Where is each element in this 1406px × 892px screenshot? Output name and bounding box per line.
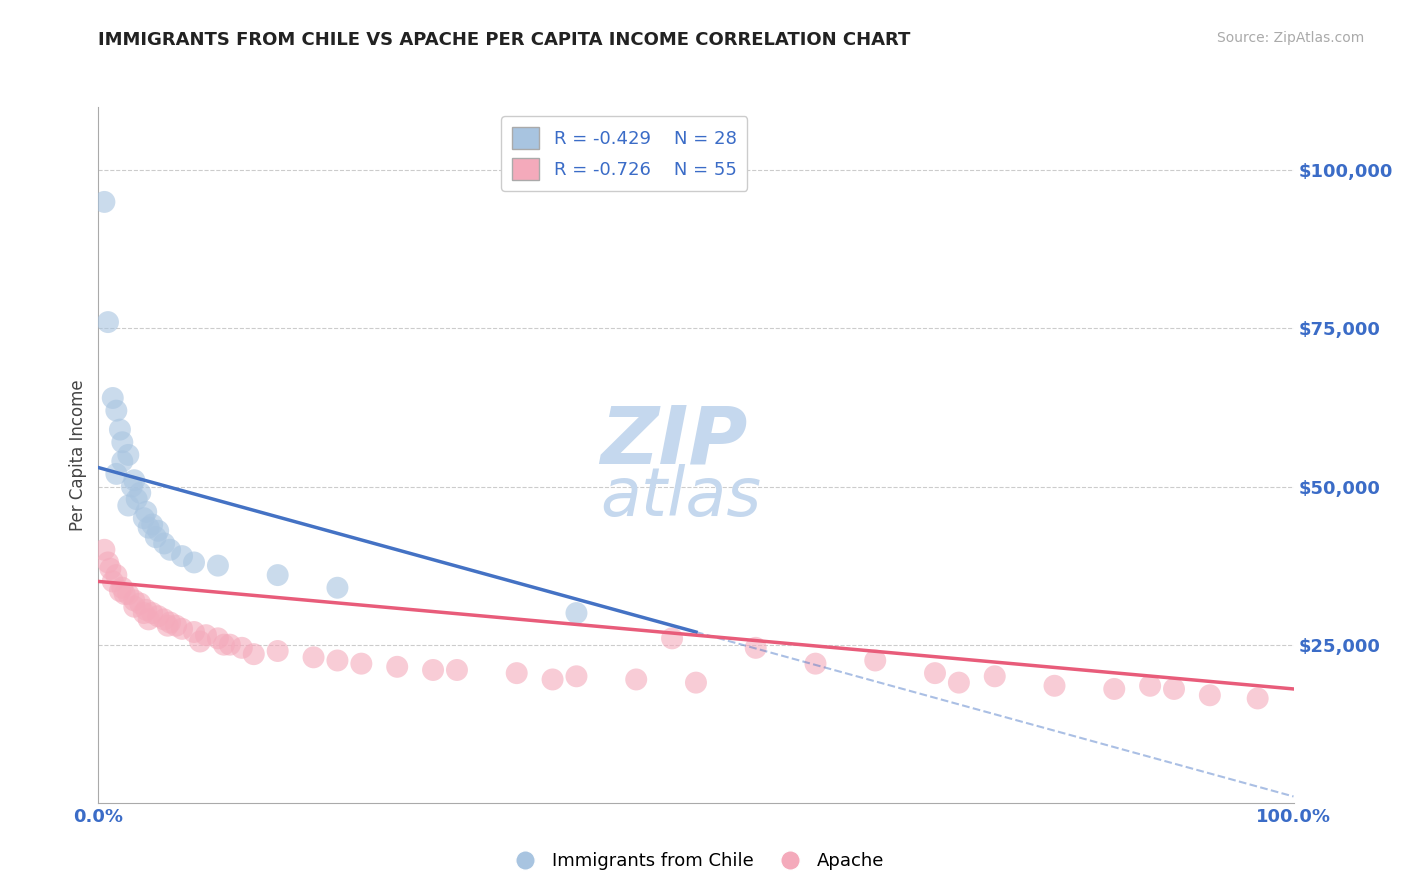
Point xyxy=(129,486,152,500)
Point xyxy=(145,530,167,544)
Point xyxy=(212,638,235,652)
Point xyxy=(302,650,325,665)
Point xyxy=(125,492,148,507)
Point xyxy=(105,467,128,481)
Point xyxy=(326,581,349,595)
Point xyxy=(129,597,152,611)
Point xyxy=(124,599,146,614)
Point xyxy=(153,536,176,550)
Point xyxy=(117,448,139,462)
Point xyxy=(132,511,155,525)
Text: IMMIGRANTS FROM CHILE VS APACHE PER CAPITA INCOME CORRELATION CHART: IMMIGRANTS FROM CHILE VS APACHE PER CAPI… xyxy=(98,31,911,49)
Text: atlas: atlas xyxy=(600,464,762,530)
Point xyxy=(111,435,134,450)
Point xyxy=(101,574,124,589)
Point xyxy=(105,568,128,582)
Point xyxy=(183,556,205,570)
Point xyxy=(188,634,211,648)
Point xyxy=(219,638,242,652)
Point xyxy=(541,673,564,687)
Point xyxy=(138,521,160,535)
Point xyxy=(624,673,647,687)
Point xyxy=(863,653,886,667)
Point xyxy=(105,403,128,417)
Point xyxy=(172,549,194,563)
Point xyxy=(124,473,146,487)
Point xyxy=(114,587,136,601)
Point xyxy=(194,628,217,642)
Point xyxy=(326,653,349,667)
Point xyxy=(165,618,187,632)
Point xyxy=(446,663,468,677)
Point xyxy=(267,568,290,582)
Point xyxy=(97,315,120,329)
Point xyxy=(141,606,163,620)
Point xyxy=(98,562,122,576)
Point xyxy=(148,609,170,624)
Point xyxy=(93,194,115,209)
Point xyxy=(138,612,160,626)
Text: Source: ZipAtlas.com: Source: ZipAtlas.com xyxy=(1216,31,1364,45)
Point xyxy=(121,479,143,493)
Point xyxy=(924,666,946,681)
Point xyxy=(948,675,970,690)
Point xyxy=(661,632,683,646)
Point xyxy=(135,505,157,519)
Point xyxy=(267,644,290,658)
Point xyxy=(156,618,179,632)
Point xyxy=(983,669,1005,683)
Point xyxy=(1139,679,1161,693)
Point xyxy=(1246,691,1268,706)
Point xyxy=(1198,688,1220,702)
Point xyxy=(101,391,124,405)
Point xyxy=(183,625,205,640)
Point xyxy=(117,499,139,513)
Point xyxy=(135,603,157,617)
Point xyxy=(565,669,588,683)
Point xyxy=(132,606,155,620)
Point xyxy=(111,581,134,595)
Point xyxy=(804,657,827,671)
Point xyxy=(207,558,229,573)
Point xyxy=(159,615,181,630)
Point xyxy=(385,660,409,674)
Point xyxy=(117,587,139,601)
Point xyxy=(108,583,131,598)
Point xyxy=(565,606,588,620)
Point xyxy=(159,542,181,557)
Point xyxy=(1163,681,1185,696)
Point xyxy=(207,632,229,646)
Point xyxy=(153,612,176,626)
Point xyxy=(231,640,253,655)
Point xyxy=(97,556,120,570)
Point xyxy=(506,666,529,681)
Point xyxy=(685,675,707,690)
Point xyxy=(93,542,115,557)
Point xyxy=(1102,681,1125,696)
Text: ZIP: ZIP xyxy=(600,402,748,480)
Point xyxy=(108,423,131,437)
Point xyxy=(172,622,194,636)
Legend: Immigrants from Chile, Apache: Immigrants from Chile, Apache xyxy=(501,845,891,877)
Point xyxy=(1043,679,1066,693)
Point xyxy=(242,647,264,661)
Point xyxy=(148,524,170,538)
Point xyxy=(111,454,134,468)
Point xyxy=(141,517,163,532)
Point xyxy=(422,663,444,677)
Point xyxy=(350,657,373,671)
Point xyxy=(124,593,146,607)
Y-axis label: Per Capita Income: Per Capita Income xyxy=(69,379,87,531)
Point xyxy=(745,640,768,655)
